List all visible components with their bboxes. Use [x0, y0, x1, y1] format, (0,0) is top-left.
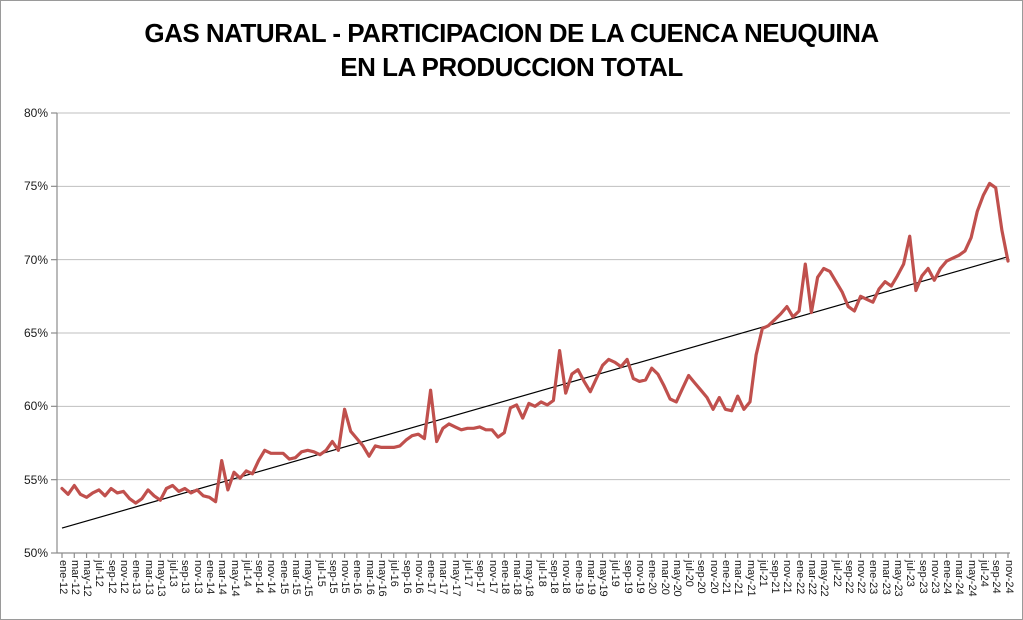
x-tick-label: sep-17: [474, 560, 487, 594]
y-tick-label: 60%: [23, 399, 48, 414]
x-tick-label: jul-24: [977, 560, 990, 587]
x-tick-label: mar-23: [879, 560, 892, 595]
x-tick-label: nov-15: [339, 560, 352, 594]
x-tick-label: ene-14: [203, 560, 216, 595]
y-tick-label: 50%: [23, 546, 48, 560]
x-tick-label: jul-22: [830, 560, 843, 587]
x-tick-label: ene-18: [498, 560, 511, 595]
x-tick-label: nov-20: [707, 560, 720, 594]
x-tick-label: mar-12: [68, 560, 81, 595]
x-tick-label: may-24: [965, 560, 978, 597]
x-tick-label: jul-14: [240, 560, 253, 587]
x-tick-label: mar-14: [216, 560, 229, 595]
x-tick-label: may-22: [818, 560, 831, 597]
x-tick-label: nov-19: [633, 560, 646, 594]
x-tick-label: nov-14: [265, 560, 278, 594]
x-tick-label: may-12: [81, 560, 94, 597]
x-tick-label: nov-22: [855, 560, 868, 594]
x-tick-label: may-15: [302, 560, 315, 597]
x-tick-label: nov-17: [486, 560, 499, 594]
x-tick-label: sep-15: [326, 560, 339, 594]
x-tick-label: ene-16: [351, 560, 364, 595]
x-tick-label: nov-16: [412, 560, 425, 594]
x-tick-label: ene-12: [56, 560, 69, 595]
x-tick-label: sep-13: [179, 560, 192, 594]
x-tick-label: sep-16: [400, 560, 413, 594]
x-tick-label: sep-12: [105, 560, 118, 594]
chart-title-line-2: EN LA PRODUCCION TOTAL: [340, 52, 683, 82]
x-tick-label: mar-15: [289, 560, 302, 595]
x-tick-label: ene-15: [277, 560, 290, 595]
x-tick-label: ene-22: [793, 560, 806, 595]
x-tick-label: mar-20: [658, 560, 671, 595]
x-tick-label: may-23: [891, 560, 904, 597]
x-tick-label: ene-24: [941, 560, 954, 595]
x-tick-label: nov-12: [117, 560, 130, 594]
chart-title: GAS NATURAL - PARTICIPACION DE LA CUENCA…: [0, 16, 1023, 84]
x-tick-label: mar-21: [732, 560, 745, 595]
x-tick-label: may-19: [597, 560, 610, 597]
x-tick-label: jul-13: [167, 560, 180, 587]
x-tick-label: jul-20: [683, 560, 696, 587]
x-tick-label: mar-17: [437, 560, 450, 595]
x-tick-label: sep-24: [990, 560, 1003, 594]
x-tick-label: sep-20: [695, 560, 708, 594]
x-tick-label: mar-13: [142, 560, 155, 595]
y-tick-label: 65%: [23, 326, 48, 340]
y-tick-label: 70%: [23, 252, 48, 267]
x-tick-label: mar-16: [363, 560, 376, 595]
chart-title-line-1: GAS NATURAL - PARTICIPACION DE LA CUENCA…: [144, 18, 879, 48]
x-tick-label: may-18: [523, 560, 536, 597]
x-tick-label: mar-24: [953, 560, 966, 595]
x-tick-label: jul-21: [756, 560, 769, 587]
x-tick-label: ene-13: [130, 560, 143, 595]
x-tick-label: may-16: [375, 560, 388, 597]
x-tick-label: nov-24: [1002, 560, 1015, 594]
y-tick-label: 80%: [23, 106, 48, 120]
x-tick-label: mar-18: [511, 560, 524, 595]
x-tick-label: jul-12: [93, 560, 106, 587]
x-tick-label: sep-14: [253, 560, 266, 594]
x-tick-label: may-20: [670, 560, 683, 597]
x-tick-label: nov-21: [781, 560, 794, 594]
x-tick-label: jul-19: [609, 560, 622, 587]
x-tick-label: mar-22: [805, 560, 818, 595]
x-tick-label: sep-22: [842, 560, 855, 594]
x-tick-label: jul-16: [388, 560, 401, 587]
x-tick-label: ene-21: [719, 560, 732, 595]
x-tick-label: may-13: [154, 560, 167, 597]
x-tick-label: sep-21: [769, 560, 782, 594]
x-tick-label: ene-20: [646, 560, 659, 595]
x-tick-label: ene-19: [572, 560, 585, 595]
y-tick-label: 55%: [23, 472, 48, 487]
series-line-participacion: [60, 181, 1010, 505]
x-tick-label: mar-19: [584, 560, 597, 595]
x-tick-label: nov-13: [191, 560, 204, 594]
x-tick-label: jul-15: [314, 560, 327, 587]
x-tick-label: ene-23: [867, 560, 880, 595]
x-tick-label: may-14: [228, 560, 241, 597]
x-tick-label: jul-18: [535, 560, 548, 587]
x-tick-label: nov-23: [928, 560, 941, 594]
x-tick-label: may-17: [449, 560, 462, 597]
x-tick-label: may-21: [744, 560, 757, 597]
x-tick-label: sep-23: [916, 560, 929, 594]
x-tick-label: sep-19: [621, 560, 634, 594]
x-tick-label: nov-18: [560, 560, 573, 594]
x-tick-label: ene-17: [425, 560, 438, 595]
y-tick-label: 75%: [23, 179, 48, 194]
x-tick-label: sep-18: [547, 560, 560, 594]
x-tick-label: jul-17: [461, 560, 474, 587]
x-tick-label: jul-23: [904, 560, 917, 587]
